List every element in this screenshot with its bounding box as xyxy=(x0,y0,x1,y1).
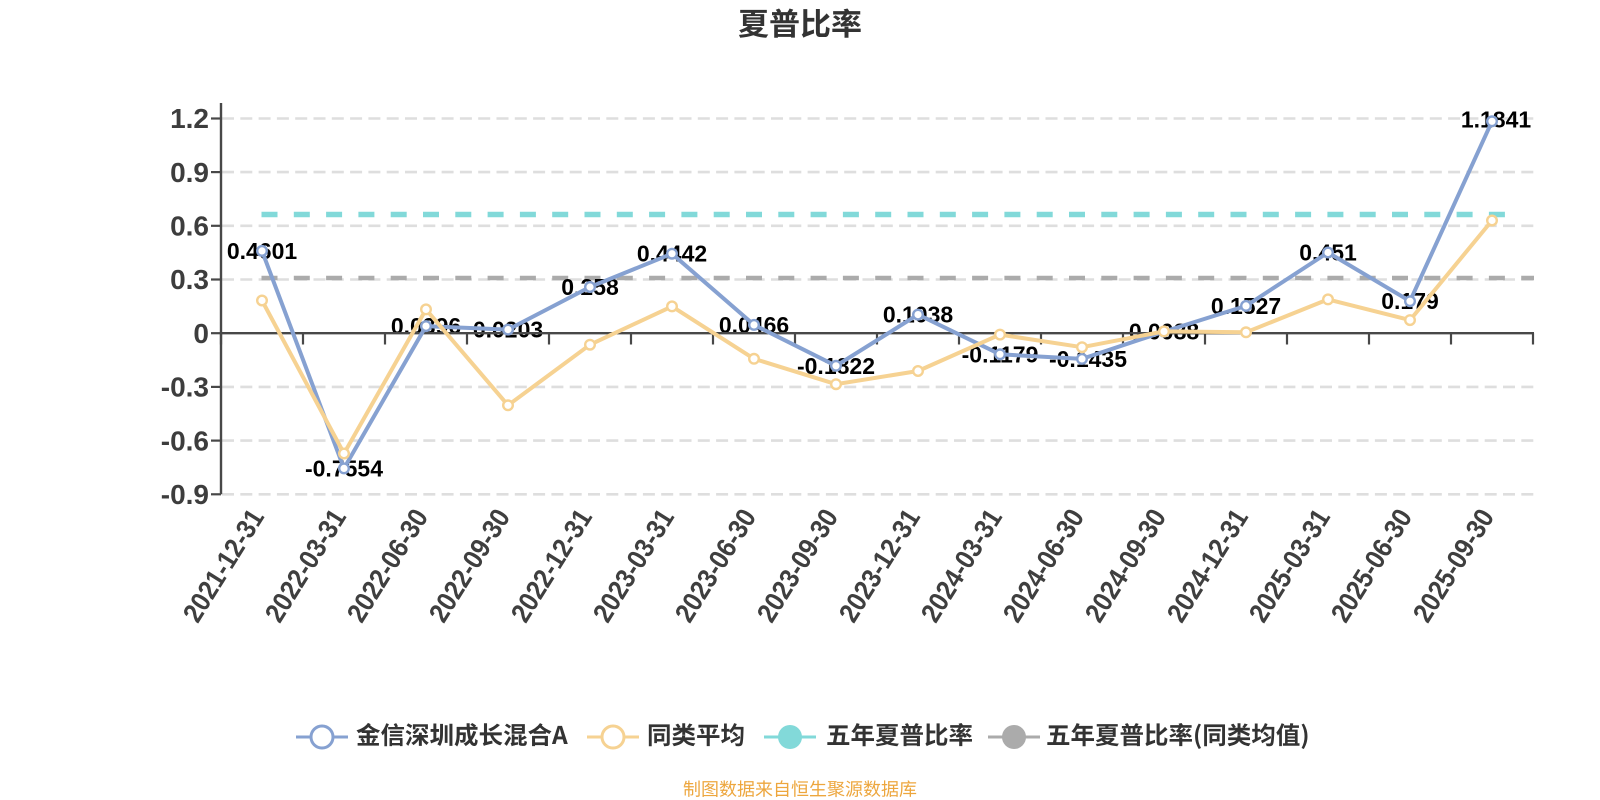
svg-text:-0.6: -0.6 xyxy=(161,425,209,456)
svg-text:0: 0 xyxy=(193,318,209,349)
svg-text:0.6: 0.6 xyxy=(170,211,209,242)
svg-text:0.3: 0.3 xyxy=(170,264,209,295)
svg-text:0.9: 0.9 xyxy=(170,157,209,188)
svg-text:-0.9: -0.9 xyxy=(161,479,209,510)
svg-text:-0.3: -0.3 xyxy=(161,372,209,403)
svg-text:1.2: 1.2 xyxy=(170,103,209,134)
